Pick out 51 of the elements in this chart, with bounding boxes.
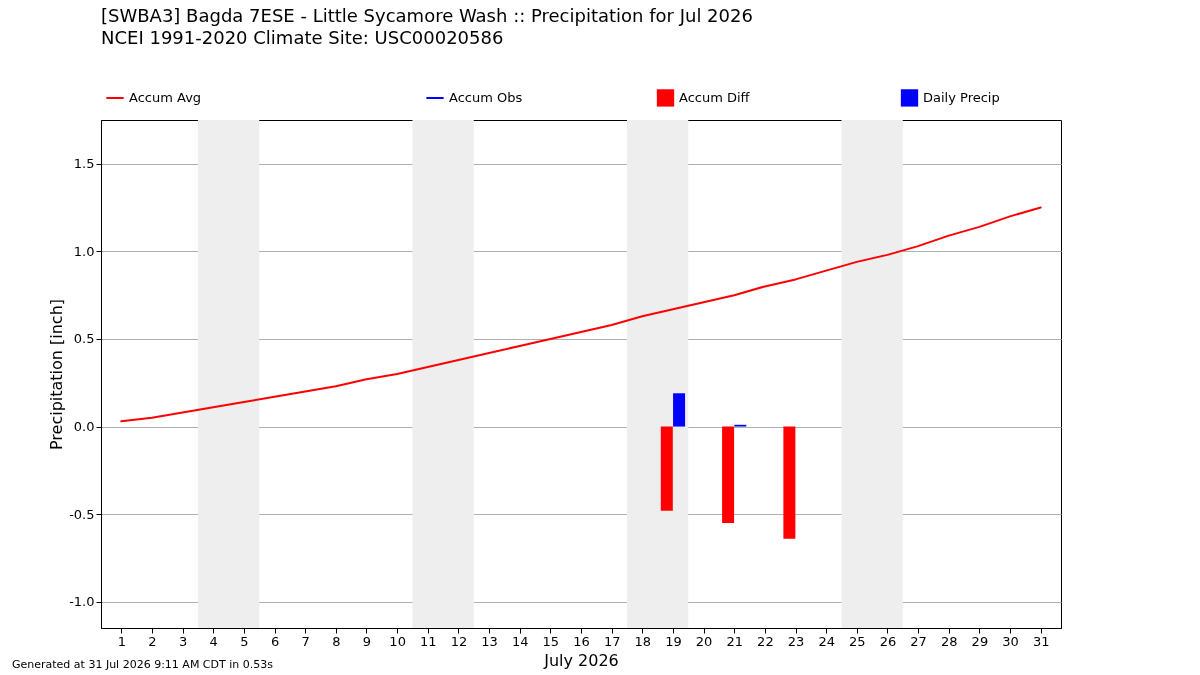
x-tick-label: 1	[117, 633, 126, 649]
x-axis-title: July 2026	[543, 650, 619, 670]
x-tick-label: 8	[332, 633, 341, 649]
x-tick-label: 19	[665, 633, 682, 649]
y-axis-title: Precipitation [inch]	[47, 298, 67, 451]
x-tick-label: 23	[787, 633, 805, 649]
y-tick-label: 0.0	[73, 419, 95, 435]
x-tick-label: 20	[695, 633, 713, 649]
y-tick-label: 1.0	[73, 243, 95, 259]
x-tick-label: 21	[726, 633, 743, 649]
y-tick-label: -0.5	[69, 506, 95, 522]
x-tick-label: 24	[818, 633, 835, 649]
x-tick-label: 16	[573, 633, 590, 649]
x-tick-label: 10	[389, 633, 406, 649]
chart-subtitle: NCEI 1991-2020 Climate Site: USC00020586	[101, 27, 504, 48]
legend-label: Accum Avg	[129, 90, 202, 105]
bar	[722, 426, 735, 523]
x-tick-label: 25	[849, 633, 866, 649]
y-tick-label: -1.0	[69, 594, 95, 610]
x-tick-label: 13	[481, 633, 498, 649]
x-tick-label: 31	[1032, 633, 1050, 649]
legend-label: Daily Precip	[923, 89, 1000, 105]
bar	[660, 426, 673, 511]
line-series	[120, 206, 1042, 423]
x-tick-label: 15	[542, 633, 560, 649]
x-tick-label: 30	[1002, 633, 1019, 649]
bar	[783, 426, 796, 539]
x-tick-label: 9	[362, 633, 372, 649]
x-tick-label: 28	[940, 633, 958, 649]
legend-label: Accum Diff	[679, 89, 751, 105]
x-tick-label: 17	[603, 633, 621, 649]
bar	[673, 393, 686, 427]
x-tick-label: 29	[971, 633, 989, 649]
x-tick-label: 27	[910, 633, 927, 649]
x-tick-label: 11	[420, 633, 437, 649]
x-tick-label: 3	[178, 633, 188, 649]
legend-label: Accum Obs	[449, 90, 523, 105]
x-tick-label: 18	[634, 633, 652, 649]
x-tick-label: 6	[270, 633, 280, 649]
x-tick-label: 26	[879, 633, 897, 649]
x-tick-label: 12	[450, 633, 468, 649]
x-tick-label: 5	[240, 633, 249, 649]
x-tick-label: 4	[209, 633, 218, 649]
x-tick-label: 22	[757, 633, 774, 649]
chart-title: [SWBA3] Bagda 7ESE - Little Sycamore Wash :: Precipitation for Jul 2026	[101, 5, 753, 26]
x-tick-label: 7	[301, 633, 310, 649]
text: Generated at 31 Jul 2026 9:11 AM CDT in 0.53s	[12, 658, 273, 671]
x-tick-label: 2	[148, 633, 157, 649]
y-tick-label: 1.5	[73, 156, 95, 172]
y-tick-label: 0.5	[73, 331, 95, 347]
x-tick-label: 14	[511, 633, 529, 649]
